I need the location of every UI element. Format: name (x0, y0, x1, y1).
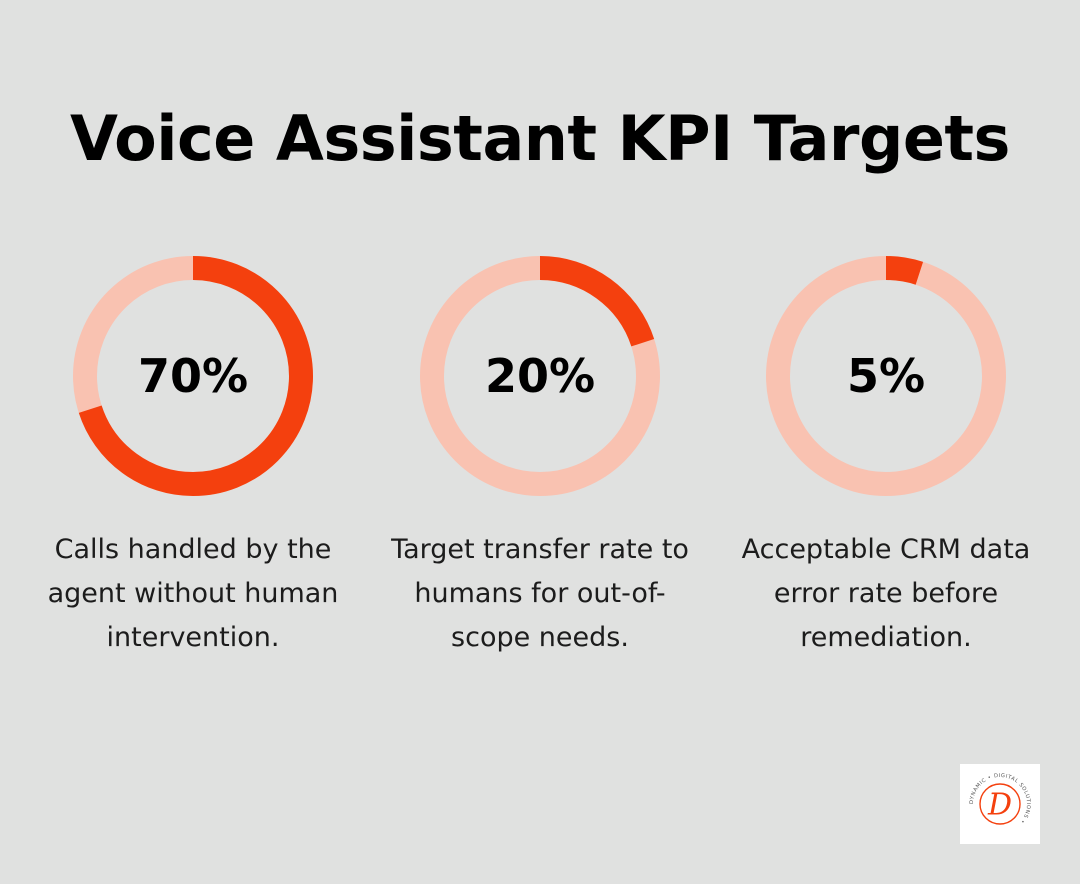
logo-initial: D (987, 788, 1012, 823)
kpi-caption: Calls handled by the agent without human… (47, 534, 339, 653)
donut-chart-calls-handled: 70% (73, 256, 313, 496)
kpi-card-calls-handled: 70% Calls handled by the agent without h… (28, 254, 358, 660)
brand-logo-mark: D DYNAMIC • DIGITAL SOLUTIONS • (969, 773, 1030, 825)
donut-chart-crm-error-rate: 5% (766, 256, 1006, 496)
logo-circle (979, 783, 1021, 825)
brand-logo: D DYNAMIC • DIGITAL SOLUTIONS • (960, 764, 1040, 844)
donut-chart-transfer-rate: 20% (420, 256, 660, 496)
kpi-card-crm-error-rate: 5% Acceptable CRM data error rate before… (721, 254, 1051, 660)
ring-value-label: 5% (847, 349, 925, 403)
ring-progress (766, 256, 1006, 496)
kpi-caption: Target transfer rate to humans for out-o… (391, 534, 689, 653)
ring-progress (73, 256, 313, 496)
kpi-caption: Acceptable CRM data error rate before re… (741, 534, 1031, 653)
ring-value-label: 70% (138, 349, 248, 403)
page-title: Voice Assistant KPI Targets (70, 102, 1010, 175)
ring-value-label: 20% (485, 349, 595, 403)
kpi-card-transfer-rate: 20% Target transfer rate to humans for o… (375, 254, 705, 660)
ring-progress (420, 256, 660, 496)
